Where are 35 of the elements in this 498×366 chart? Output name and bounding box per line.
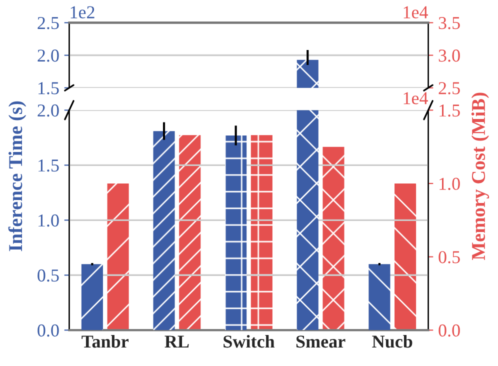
y2-tick-label: 1.0 [440, 178, 460, 190]
bar [81, 264, 103, 330]
x-tick-label: Smear [296, 336, 346, 348]
y2-tick-label: 3.5 [438, 17, 460, 30]
y2-axis-title: Memory Cost (MiB) [471, 92, 490, 260]
x-tick-label: Nucb [372, 334, 412, 348]
bar [296, 110, 318, 330]
y-tick-label: 0.5 [38, 269, 59, 282]
text: 1e4 [404, 92, 428, 104]
y-tick-label: 2.0 [38, 50, 59, 62]
y-tick-label: 0.0 [38, 324, 59, 337]
y2-tick-label: 3.0 [438, 50, 460, 62]
y-tick-label: 2.0 [38, 104, 59, 117]
bar [368, 264, 390, 330]
x-tick-label: Tanbr [82, 334, 128, 348]
y2-tick-label: 0.5 [438, 251, 460, 264]
bar [179, 135, 201, 330]
bar [250, 135, 272, 330]
bar [107, 183, 129, 330]
y-tick-label: 2.5 [38, 17, 59, 30]
text: 1e4 [404, 6, 428, 18]
y-tick-label: 1.5 [38, 82, 59, 94]
y2-tick-label: 2.5 [438, 82, 460, 94]
bar [322, 146, 344, 330]
text: 1e2 [70, 6, 94, 18]
x-tick-label: RL [164, 336, 189, 348]
y-tick-label: 1.0 [38, 214, 59, 227]
y2-tick-label: 1.5 [440, 104, 460, 117]
bar [153, 131, 175, 330]
bar [394, 183, 416, 330]
bar [225, 135, 247, 330]
y-tick-label: 1.5 [38, 160, 59, 172]
y-axis-title: Inference Time (s) [8, 101, 26, 252]
y2-tick-label: 0.0 [438, 324, 460, 337]
x-tick-label: Switch [224, 334, 275, 348]
